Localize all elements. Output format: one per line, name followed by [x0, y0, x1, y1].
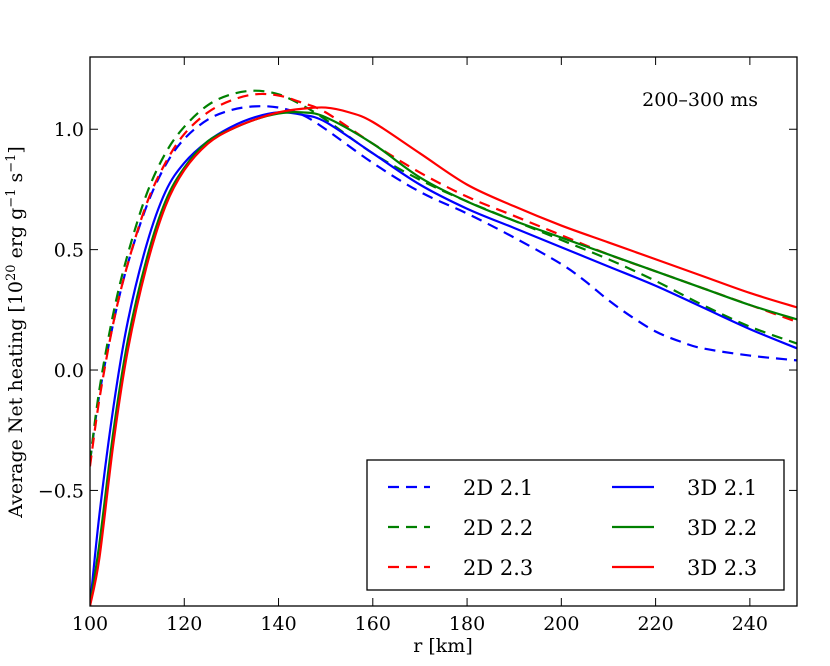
legend-box	[366, 459, 785, 591]
x-tick-label: 160	[355, 613, 391, 635]
y-tick-label: 0.0	[54, 360, 84, 382]
y-tick-label: 1.0	[54, 119, 84, 141]
x-tick-label: 140	[260, 613, 296, 635]
legend-label-2d-2-3: 2D 2.3	[463, 556, 533, 580]
x-tick-label: 100	[72, 613, 108, 635]
x-tick-label: 180	[449, 613, 485, 635]
x-tick-label: 200	[543, 613, 579, 635]
series-line-3d-2-3	[90, 106, 797, 606]
y-tick-label: 0.5	[54, 240, 84, 262]
series-line-2d-2-2	[90, 89, 797, 462]
x-axis-label: r [km]	[413, 635, 472, 657]
plot-frame	[89, 56, 798, 607]
legend: 2D 2.1 2D 2.2 2D 2.3 3D 2.1 3D 2.2 3D 2.3	[366, 459, 785, 591]
series-layer	[90, 89, 797, 606]
series-line-2d-2-1	[90, 105, 797, 462]
x-tick-label: 120	[166, 613, 202, 635]
legend-label-2d-2-2: 2D 2.2	[463, 516, 533, 540]
x-tick-label: 240	[732, 613, 768, 635]
annotation-time-window: 200–300 ms	[642, 89, 758, 111]
legend-label-2d-2-1: 2D 2.1	[463, 476, 533, 500]
y-tick-label: −0.5	[38, 480, 84, 502]
ticks-layer: 100 120 140 160 180 200 220 240 −0.5 0.0 0.5 1.0	[38, 57, 797, 635]
legend-label-3d-2-1: 3D 2.1	[687, 476, 757, 500]
legend-label-3d-2-2: 3D 2.2	[687, 516, 757, 540]
x-tick-label: 220	[637, 613, 673, 635]
legend-label-3d-2-3: 3D 2.3	[687, 556, 757, 580]
y-axis-label: Average Net heating [1020 erg g−1 s−1]	[4, 146, 28, 519]
series-line-3d-2-2	[90, 111, 797, 606]
